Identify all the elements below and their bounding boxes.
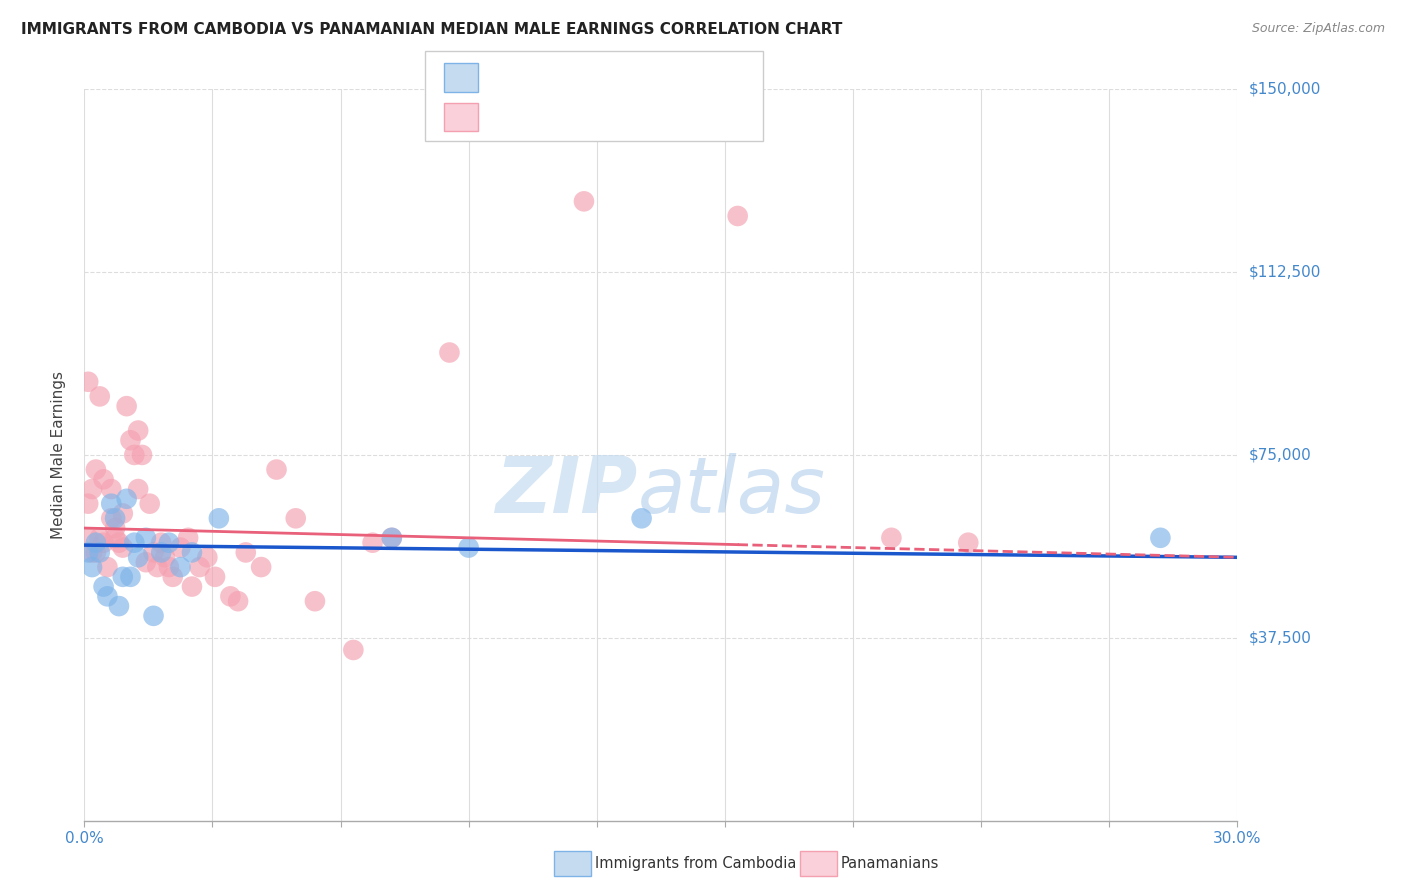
Point <box>93 472 115 486</box>
Point <box>880 531 903 545</box>
Point <box>111 541 134 555</box>
Point <box>177 531 200 545</box>
Point <box>150 535 173 549</box>
Point <box>957 535 980 549</box>
Point <box>342 643 364 657</box>
Point <box>124 535 146 549</box>
Point <box>135 531 157 545</box>
Point <box>195 550 218 565</box>
Point <box>96 560 118 574</box>
Point <box>142 608 165 623</box>
Point <box>111 570 134 584</box>
Text: ZIP: ZIP <box>495 453 638 530</box>
Point <box>115 491 138 506</box>
Point <box>572 194 595 209</box>
Point <box>142 545 165 559</box>
Point <box>100 482 122 496</box>
Text: Source: ZipAtlas.com: Source: ZipAtlas.com <box>1251 22 1385 36</box>
Point <box>146 560 169 574</box>
Point <box>150 545 173 559</box>
Point <box>89 531 111 545</box>
Text: N =: N = <box>621 70 668 85</box>
Point <box>93 535 115 549</box>
Point <box>457 541 479 555</box>
Point <box>104 521 127 535</box>
Point <box>630 511 652 525</box>
Point <box>77 497 100 511</box>
Point <box>169 541 191 555</box>
Point <box>153 550 176 565</box>
Point <box>100 511 122 525</box>
Text: 25: 25 <box>678 70 700 85</box>
Point <box>381 531 404 545</box>
Text: $75,000: $75,000 <box>1249 448 1312 462</box>
Point <box>361 535 384 549</box>
Point <box>135 555 157 569</box>
Point <box>226 594 249 608</box>
Point <box>266 462 288 476</box>
Point <box>1149 531 1171 545</box>
Point <box>381 531 404 545</box>
Point <box>127 482 149 496</box>
Point <box>181 545 204 559</box>
Text: R =: R = <box>491 110 526 125</box>
Point <box>120 434 142 448</box>
Point <box>96 590 118 604</box>
Point <box>115 399 138 413</box>
Point <box>169 560 191 574</box>
Text: Immigrants from Cambodia: Immigrants from Cambodia <box>595 856 796 871</box>
Point <box>120 570 142 584</box>
Point <box>77 545 100 559</box>
Text: $112,500: $112,500 <box>1249 265 1320 279</box>
Point <box>111 507 134 521</box>
Point <box>104 511 127 525</box>
Point <box>439 345 461 359</box>
Point <box>208 511 231 525</box>
Text: atlas: atlas <box>638 453 825 530</box>
Point <box>80 560 103 574</box>
Point <box>77 375 100 389</box>
Text: 54: 54 <box>678 110 700 125</box>
Point <box>108 599 131 613</box>
Point <box>124 448 146 462</box>
Point <box>181 580 204 594</box>
Point <box>80 482 103 496</box>
Point <box>84 535 107 549</box>
Text: R =: R = <box>491 70 526 85</box>
Point <box>204 570 226 584</box>
Point <box>89 389 111 403</box>
Text: -0.040: -0.040 <box>538 110 596 125</box>
Point <box>77 531 100 545</box>
Y-axis label: Median Male Earnings: Median Male Earnings <box>51 371 66 539</box>
Point <box>131 448 153 462</box>
Point <box>89 545 111 559</box>
Point <box>157 535 180 549</box>
Text: -0.025: -0.025 <box>538 70 596 85</box>
Point <box>80 545 103 559</box>
Point <box>138 497 160 511</box>
Point <box>84 462 107 476</box>
Text: $150,000: $150,000 <box>1249 82 1320 96</box>
Point <box>93 580 115 594</box>
Point <box>84 545 107 559</box>
Text: Panamanians: Panamanians <box>841 856 939 871</box>
Point <box>250 560 273 574</box>
Point <box>304 594 326 608</box>
Point <box>235 545 257 559</box>
Point <box>162 570 184 584</box>
Point <box>127 550 149 565</box>
Text: $37,500: $37,500 <box>1249 631 1312 645</box>
Point <box>219 590 242 604</box>
Point <box>108 535 131 549</box>
Point <box>127 424 149 438</box>
Point <box>104 531 127 545</box>
Point <box>157 560 180 574</box>
Point <box>727 209 749 223</box>
Text: IMMIGRANTS FROM CAMBODIA VS PANAMANIAN MEDIAN MALE EARNINGS CORRELATION CHART: IMMIGRANTS FROM CAMBODIA VS PANAMANIAN M… <box>21 22 842 37</box>
Point <box>284 511 307 525</box>
Point <box>100 497 122 511</box>
Text: N =: N = <box>621 110 668 125</box>
Point <box>188 560 211 574</box>
